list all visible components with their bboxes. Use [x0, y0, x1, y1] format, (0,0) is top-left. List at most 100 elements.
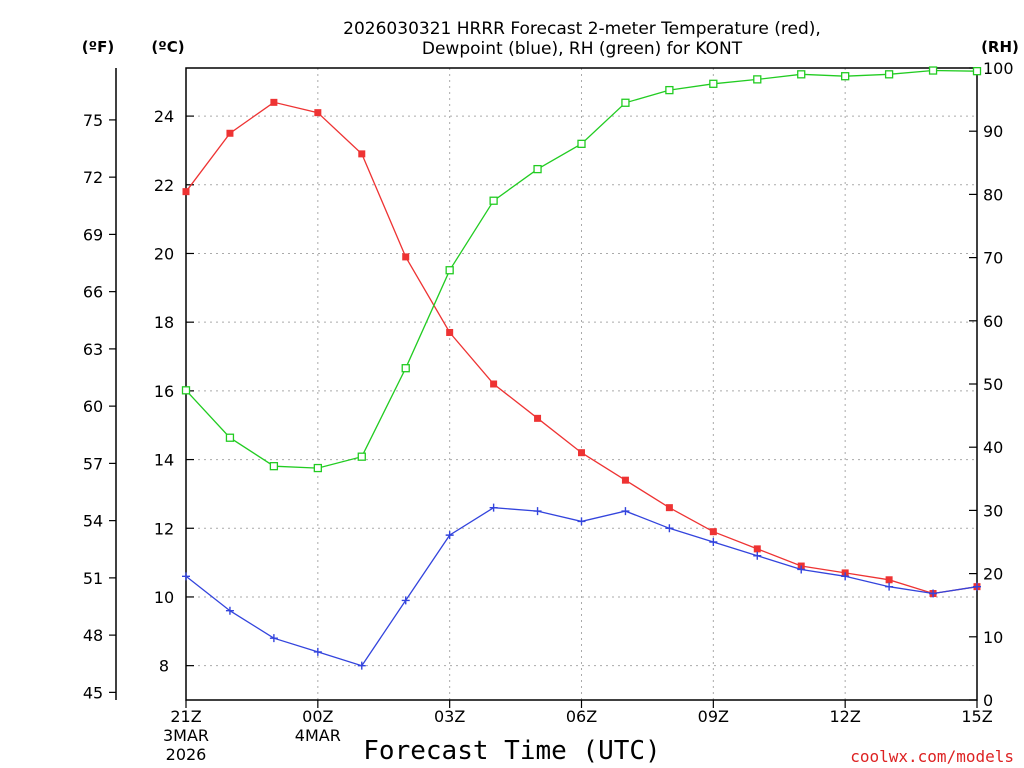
rh-point — [445, 266, 454, 275]
rh-point — [313, 463, 322, 473]
x-tick-label: 03Z — [434, 707, 465, 726]
dewpoint-point — [269, 634, 278, 643]
dewpoint-point — [225, 606, 234, 615]
rh-point — [709, 79, 718, 88]
rh-point — [357, 452, 366, 461]
temperature-point — [578, 449, 585, 457]
fahrenheit-tick-label: 72 — [83, 168, 103, 187]
x-tick-label: 15Z — [961, 707, 992, 726]
temperature-point — [402, 253, 410, 261]
rh-tick-label: 90 — [983, 122, 1003, 141]
rh-tick-label: 20 — [983, 565, 1003, 584]
fahrenheit-tick-label: 54 — [83, 512, 103, 531]
fahrenheit-tick-label: 63 — [83, 340, 103, 359]
credit-text: coolwx.com/models — [850, 747, 1014, 766]
rh-tick-label: 0 — [983, 691, 993, 710]
x-axis-label: Forecast Time (UTC) — [363, 736, 660, 766]
fahrenheit-tick-label: 51 — [83, 569, 103, 588]
rh-tick-label: 40 — [983, 438, 1003, 457]
dewpoint-point — [885, 582, 894, 591]
x-tick-label: 12Z — [830, 707, 861, 726]
rh-point — [797, 70, 806, 79]
fahrenheit-tick-label: 57 — [83, 454, 103, 473]
rh-tick-label: 70 — [983, 249, 1003, 268]
celsius-tick-label: 24 — [154, 107, 174, 126]
dewpoint-point — [929, 589, 938, 598]
celsius-tick-label: 22 — [154, 176, 174, 195]
temperature-point — [226, 129, 234, 137]
dewpoint-point — [709, 538, 718, 546]
rh-point — [269, 462, 279, 471]
temperature-point — [490, 380, 498, 388]
rh-point — [489, 196, 498, 205]
chart-title-line2: Dewpoint (blue), RH (green) for KONT — [422, 39, 743, 59]
fahrenheit-tick-label: 75 — [83, 111, 103, 130]
celsius-tick-label: 20 — [154, 244, 174, 263]
rh-tick-label: 100 — [983, 59, 1014, 78]
rh-point — [533, 164, 542, 174]
x-tick-sublabel: 2026 — [166, 745, 207, 764]
dewpoint-point — [973, 582, 981, 591]
temperature-point — [358, 150, 366, 158]
rh-unit-label: (RH) — [981, 38, 1019, 56]
rh-point — [841, 72, 850, 81]
dewpoint-point — [182, 572, 190, 581]
rh-point — [621, 98, 630, 107]
temperature-point — [709, 528, 717, 536]
temperature-point — [446, 328, 454, 336]
rh-tick-label: 60 — [983, 312, 1003, 331]
rh-tick-label: 50 — [983, 375, 1003, 394]
temperature-point — [534, 414, 542, 422]
celsius-tick-label: 16 — [154, 382, 174, 401]
x-tick-label: 00Z — [302, 707, 333, 726]
dewpoint-point — [797, 565, 806, 574]
x-tick-sublabel: 4MAR — [295, 726, 341, 745]
rh-point — [665, 85, 674, 95]
celsius-tick-label: 18 — [154, 313, 174, 332]
fahrenheit-tick-label: 66 — [83, 283, 103, 302]
dewpoint-point — [621, 507, 630, 516]
x-tick-sublabel: 3MAR — [163, 726, 209, 745]
dewpoint-point — [489, 503, 498, 512]
fahrenheit-tick-label: 48 — [83, 626, 103, 645]
rh-point — [401, 364, 410, 373]
temperature-point — [182, 188, 190, 196]
temperature-point — [270, 98, 278, 106]
dewpoint-point — [445, 531, 454, 540]
temperature-point — [885, 576, 893, 584]
temperature-point — [665, 504, 673, 512]
rh-tick-label: 80 — [983, 185, 1003, 204]
ticks-layer: 8 10 12 14 16 18 20 22 24 45 48 51 54 57 60 63 66 69 72 75 0… — [83, 59, 1014, 764]
temperature-point — [314, 109, 322, 117]
fahrenheit-unit-label: (ºF) — [82, 38, 114, 56]
chart-title: 2026030321 HRRR Forecast 2-meter Tempera… — [343, 19, 821, 39]
dewpoint-point — [313, 647, 322, 656]
rh-point — [577, 139, 586, 148]
rh-tick-label: 10 — [983, 628, 1003, 647]
celsius-tick-label: 12 — [154, 519, 174, 538]
celsius-tick-label: 8 — [159, 657, 169, 676]
fahrenheit-tick-label: 69 — [83, 225, 103, 244]
dewpoint-point — [401, 596, 410, 605]
fahrenheit-tick-label: 45 — [83, 683, 103, 702]
celsius-tick-label: 10 — [154, 588, 174, 607]
rh-point — [753, 75, 762, 84]
fahrenheit-tick-label: 60 — [83, 397, 103, 416]
dewpoint-point — [533, 507, 542, 516]
celsius-unit-label: (ºC) — [151, 38, 184, 56]
dewpoint-point — [753, 551, 762, 560]
celsius-tick-label: 14 — [154, 451, 174, 470]
rh-point — [972, 67, 982, 76]
rh-point — [225, 433, 235, 442]
temperature-point — [753, 545, 761, 553]
rh-point — [884, 70, 894, 79]
series-layer — [181, 66, 982, 670]
dewpoint-point — [357, 661, 366, 670]
rh-point — [181, 386, 191, 395]
x-tick-label: 21Z — [170, 707, 201, 726]
dewpoint-point — [841, 572, 850, 581]
x-tick-label: 09Z — [698, 707, 729, 726]
rh-point — [928, 66, 938, 75]
dewpoint-point — [665, 524, 674, 533]
